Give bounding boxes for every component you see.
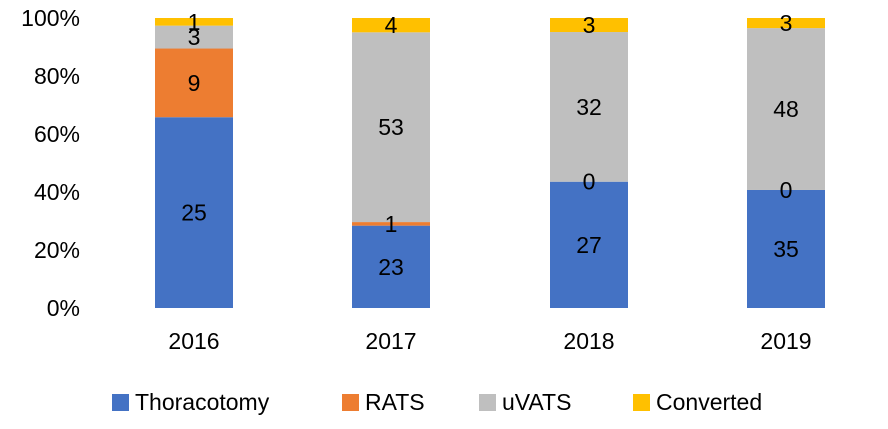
x-tick-label-2019: 2019	[760, 328, 811, 354]
y-axis-ticks: 0% 20% 40% 60% 80% 100%	[21, 5, 80, 321]
data-label-rats-2016: 9	[188, 70, 201, 96]
bar-segment-rats-2017	[352, 222, 430, 226]
legend-label-rats: RATS	[365, 389, 425, 415]
bar-segment-uvats-2019	[747, 28, 825, 190]
legend-swatch-rats	[342, 394, 359, 411]
data-label-thoracotomy-2018: 27	[576, 232, 602, 258]
y-tick-label: 20%	[34, 237, 80, 263]
legend: Thoracotomy RATS uVATS Converted	[112, 389, 762, 415]
data-label-rats-2019: 0	[780, 177, 793, 203]
bar-segment-thoracotomy-2017	[352, 225, 430, 308]
x-tick-label-2016: 2016	[168, 328, 219, 354]
bar-segment-thoracotomy-2019	[747, 189, 825, 308]
legend-swatch-converted	[633, 394, 650, 411]
data-label-converted-2017: 4	[385, 12, 398, 38]
y-tick-label: 0%	[47, 295, 80, 321]
data-label-uvats-2017: 53	[378, 114, 404, 140]
bar-segment-converted-2016	[155, 18, 233, 26]
bar-segment-uvats-2017	[352, 32, 430, 223]
bar-segment-uvats-2016	[155, 25, 233, 49]
bar-segment-thoracotomy-2016	[155, 117, 233, 308]
data-label-uvats-2019: 48	[773, 96, 799, 122]
data-label-rats-2018: 0	[583, 169, 596, 195]
legend-swatch-uvats	[479, 394, 496, 411]
data-label-rats-2017: 1	[385, 211, 398, 237]
bar-segment-converted-2019	[747, 18, 825, 29]
y-tick-label: 40%	[34, 179, 80, 205]
y-tick-label: 100%	[21, 5, 80, 31]
data-label-thoracotomy-2016: 25	[181, 200, 207, 226]
legend-label-converted: Converted	[656, 389, 762, 415]
data-label-converted-2018: 3	[583, 12, 596, 38]
data-label-thoracotomy-2019: 35	[773, 236, 799, 262]
x-axis-ticks: 2016 2017 2018 2019	[168, 328, 811, 354]
data-label-uvats-2016: 3	[188, 24, 201, 50]
bar-segment-rats-2016	[155, 48, 233, 118]
legend-label-thoracotomy: Thoracotomy	[135, 389, 270, 415]
x-tick-label-2018: 2018	[563, 328, 614, 354]
data-label-uvats-2018: 32	[576, 94, 602, 120]
bar-segment-converted-2018	[550, 18, 628, 33]
y-tick-label: 80%	[34, 63, 80, 89]
data-label-thoracotomy-2017: 23	[378, 254, 404, 280]
bar-segment-converted-2017	[352, 18, 430, 33]
y-tick-label: 60%	[34, 121, 80, 147]
legend-swatch-thoracotomy	[112, 394, 129, 411]
bars-group	[155, 18, 825, 308]
bar-segment-uvats-2018	[550, 32, 628, 182]
bar-segment-thoracotomy-2018	[550, 181, 628, 308]
legend-label-uvats: uVATS	[502, 389, 571, 415]
data-label-converted-2019: 3	[780, 10, 793, 36]
x-tick-label-2017: 2017	[365, 328, 416, 354]
data-label-converted-2016: 1	[188, 9, 201, 35]
